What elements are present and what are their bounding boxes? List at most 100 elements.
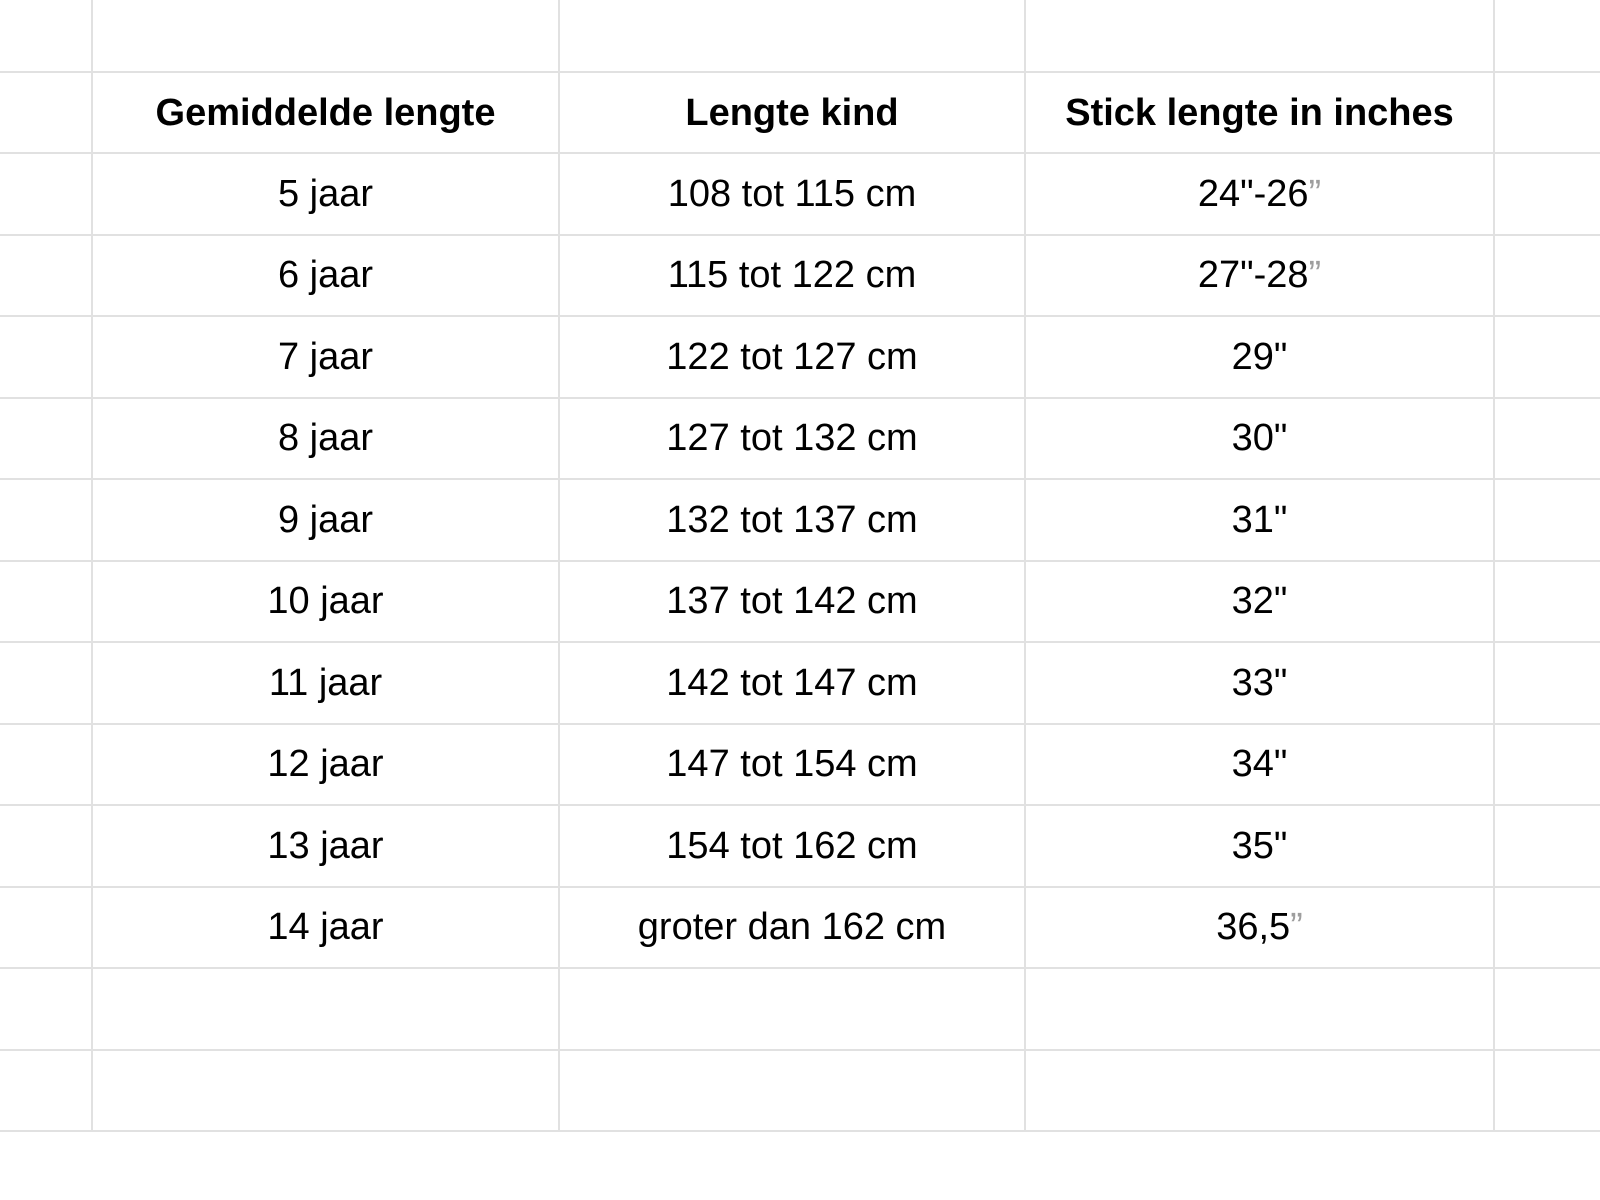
stick-value: 27"-28 (1197, 254, 1309, 297)
cell-height[interactable]: groter dan 162 cm (558, 885, 1026, 969)
cell-empty[interactable] (91, 1130, 560, 1132)
cell-empty[interactable] (0, 71, 93, 154)
cell-empty[interactable] (91, 967, 560, 1051)
cell-stick[interactable]: 24"-26” (1024, 152, 1495, 236)
cell-age[interactable]: 9 jaar (91, 478, 560, 562)
cell-empty[interactable] (558, 967, 1026, 1051)
cell-stick[interactable]: 33" (1024, 641, 1495, 725)
stick-muted-quote: ” (1290, 906, 1303, 949)
cell-empty[interactable] (0, 722, 93, 806)
table-row: 12 jaar 147 tot 154 cm 34" (0, 722, 1600, 806)
cell-age[interactable]: 8 jaar (91, 396, 560, 480)
cell-age[interactable]: 13 jaar (91, 804, 560, 888)
empty-top-row (0, 0, 1600, 73)
cell-age[interactable]: 14 jaar (91, 885, 560, 969)
cell-empty[interactable] (0, 885, 93, 969)
age-value: 10 jaar (267, 580, 384, 623)
age-value: 8 jaar (277, 417, 374, 460)
cell-empty[interactable] (0, 1048, 93, 1132)
cell-empty[interactable] (558, 1130, 1026, 1132)
cell-empty[interactable] (0, 315, 93, 399)
cell-empty[interactable] (0, 478, 93, 562)
stick-value: 34" (1231, 743, 1288, 786)
cell-empty[interactable] (1493, 315, 1600, 399)
cell-empty[interactable] (1493, 804, 1600, 888)
cell-empty[interactable] (0, 804, 93, 888)
empty-row (0, 1048, 1600, 1132)
stick-value: 24"-26 (1197, 172, 1309, 215)
cell-empty[interactable] (1493, 396, 1600, 480)
cell-height[interactable]: 137 tot 142 cm (558, 559, 1026, 643)
cell-stick[interactable]: 31" (1024, 478, 1495, 562)
cell-height[interactable]: 147 tot 154 cm (558, 722, 1026, 806)
cell-empty[interactable] (0, 0, 93, 73)
cell-empty[interactable] (1493, 152, 1600, 236)
cell-empty[interactable] (1493, 722, 1600, 806)
cell-empty[interactable] (91, 0, 560, 73)
cell-empty[interactable] (1024, 1130, 1495, 1132)
age-value: 6 jaar (277, 254, 374, 297)
cell-stick[interactable]: 30" (1024, 396, 1495, 480)
cell-stick[interactable]: 34" (1024, 722, 1495, 806)
stick-value: 36,5 (1216, 906, 1291, 949)
stick-value: 29" (1231, 335, 1288, 378)
stick-value: 30" (1231, 417, 1288, 460)
cell-empty[interactable] (1024, 967, 1495, 1051)
cell-empty[interactable] (1493, 967, 1600, 1051)
cell-stick[interactable]: 36,5” (1024, 885, 1495, 969)
cell-empty[interactable] (558, 0, 1026, 73)
cell-age[interactable]: 7 jaar (91, 315, 560, 399)
cell-empty[interactable] (0, 233, 93, 317)
size-table: Gemiddelde lengte Lengte kind Stick leng… (0, 0, 1600, 1133)
cell-stick[interactable]: 29" (1024, 315, 1495, 399)
cell-empty[interactable] (1024, 0, 1495, 73)
height-value: 142 tot 147 cm (666, 661, 918, 704)
cell-height[interactable]: 115 tot 122 cm (558, 233, 1026, 317)
cell-stick[interactable]: 32" (1024, 559, 1495, 643)
cell-age[interactable]: 5 jaar (91, 152, 560, 236)
cell-empty[interactable] (91, 1048, 560, 1132)
header-cell-stick[interactable]: Stick lengte in inches (1024, 71, 1495, 154)
cell-height[interactable]: 142 tot 147 cm (558, 641, 1026, 725)
height-value: 127 tot 132 cm (666, 417, 918, 460)
cell-stick[interactable]: 27"-28” (1024, 233, 1495, 317)
cell-height[interactable]: 122 tot 127 cm (558, 315, 1026, 399)
table-row: 7 jaar 122 tot 127 cm 29" (0, 315, 1600, 399)
cell-empty[interactable] (1493, 0, 1600, 73)
cell-empty[interactable] (558, 1048, 1026, 1132)
cell-empty[interactable] (1493, 1130, 1600, 1133)
cell-stick[interactable]: 35" (1024, 804, 1495, 888)
cell-empty[interactable] (0, 641, 93, 725)
cell-age[interactable]: 6 jaar (91, 233, 560, 317)
header-cell-height[interactable]: Lengte kind (558, 71, 1026, 154)
cell-empty[interactable] (1024, 1048, 1495, 1132)
cell-empty[interactable] (0, 967, 93, 1051)
header-stick-label: Stick lengte in inches (1065, 91, 1454, 134)
cell-age[interactable]: 12 jaar (91, 722, 560, 806)
cell-empty[interactable] (1493, 71, 1600, 154)
cell-empty[interactable] (0, 1130, 93, 1133)
header-row: Gemiddelde lengte Lengte kind Stick leng… (0, 71, 1600, 154)
cell-age[interactable]: 11 jaar (91, 641, 560, 725)
cell-age[interactable]: 10 jaar (91, 559, 560, 643)
table-row: 5 jaar 108 tot 115 cm 24"-26” (0, 152, 1600, 236)
cell-empty[interactable] (0, 152, 93, 236)
cell-height[interactable]: 132 tot 137 cm (558, 478, 1026, 562)
age-value: 11 jaar (268, 661, 383, 704)
cell-empty[interactable] (1493, 478, 1600, 562)
cell-height[interactable]: 127 tot 132 cm (558, 396, 1026, 480)
stick-value: 33" (1231, 661, 1288, 704)
cell-empty[interactable] (1493, 1048, 1600, 1132)
cell-empty[interactable] (0, 396, 93, 480)
cell-height[interactable]: 154 tot 162 cm (558, 804, 1026, 888)
cell-empty[interactable] (0, 559, 93, 643)
cell-empty[interactable] (1493, 641, 1600, 725)
cell-height[interactable]: 108 tot 115 cm (558, 152, 1026, 236)
table-row: 10 jaar 137 tot 142 cm 32" (0, 559, 1600, 643)
header-cell-age[interactable]: Gemiddelde lengte (91, 71, 560, 154)
cell-empty[interactable] (1493, 233, 1600, 317)
height-value: 147 tot 154 cm (666, 743, 918, 786)
cell-empty[interactable] (1493, 559, 1600, 643)
cell-empty[interactable] (1493, 885, 1600, 969)
